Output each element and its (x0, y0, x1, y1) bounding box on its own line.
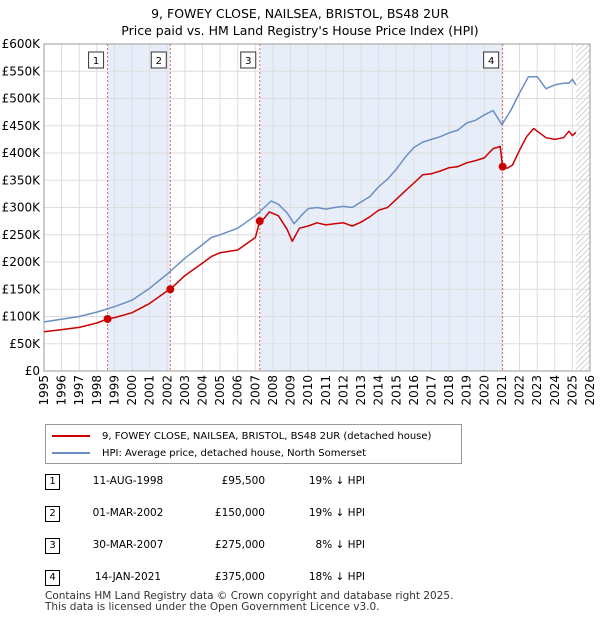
y-tick-label: £450K (2, 119, 42, 133)
x-tick-label: 2011 (319, 375, 333, 406)
x-tick-label: 1996 (55, 375, 69, 406)
legend-hpi-label: HPI: Average price, detached house, Nort… (102, 447, 367, 459)
y-tick-label: £50K (9, 337, 41, 351)
x-tick-label: 2024 (548, 375, 562, 406)
x-tick-label: 2017 (424, 375, 438, 406)
sale-number-badge: 4 (45, 570, 60, 586)
sale-date: 14-JAN-2021 (94, 571, 162, 583)
legend-property-label: 9, FOWEY CLOSE, NAILSEA, BRISTOL, BS48 2… (102, 430, 432, 442)
x-tick-label: 2000 (125, 375, 139, 406)
hpi-line (43, 75, 577, 323)
sale-row: 1 11-AUG-1998 £95,500 19% ↓ HPI (45, 474, 445, 492)
x-tick-label: 2001 (143, 375, 157, 406)
sale-number-label: 3 (245, 56, 251, 67)
x-tick-label: 2003 (178, 375, 192, 406)
sale-price: £275,000 (214, 539, 265, 551)
x-tick-label: 2013 (354, 375, 368, 406)
sale-point (166, 285, 175, 294)
sale-number-badge: 2 (45, 506, 60, 522)
sale-date: 30-MAR-2007 (92, 539, 164, 551)
x-tick-label: 1995 (37, 375, 51, 406)
sale-row: 2 01-MAR-2002 £150,000 19% ↓ HPI (45, 506, 445, 524)
y-tick-label: £0 (25, 364, 40, 378)
y-tick-label: £350K (2, 173, 42, 187)
x-tick-label: 2022 (513, 375, 527, 406)
x-tick-label: 2019 (460, 375, 474, 406)
sale-number-badge: 3 (45, 538, 60, 554)
legend-hpi-swatch (52, 452, 90, 454)
x-tick-label: 2014 (372, 375, 386, 406)
sale-date: 01-MAR-2002 (92, 507, 164, 519)
property-price-line (43, 127, 577, 333)
sale-point (103, 314, 112, 323)
x-tick-label: 2016 (407, 375, 421, 406)
x-tick-label: 2009 (284, 375, 298, 406)
x-tick-label: 2012 (336, 375, 350, 406)
x-tick-label: 1998 (90, 375, 104, 406)
plot-frame (43, 43, 591, 372)
sale-number-label: 1 (93, 56, 99, 67)
footer-copyright: Contains HM Land Registry data © Crown c… (45, 590, 454, 602)
sale-hpi-diff: 19% ↓ HPI (308, 475, 365, 487)
x-tick-label: 1999 (107, 375, 121, 406)
x-tick-label: 2002 (160, 375, 174, 406)
y-tick-label: £250K (2, 228, 42, 242)
y-tick-label: £550K (2, 64, 42, 78)
sale-number-box (240, 51, 257, 69)
x-tick-label: 2023 (530, 375, 544, 406)
x-tick-label: 2010 (301, 375, 315, 406)
sale-price: £150,000 (214, 507, 265, 519)
sale-hpi-diff: 19% ↓ HPI (308, 507, 365, 519)
sale-row: 4 14-JAN-2021 £375,000 18% ↓ HPI (45, 570, 445, 588)
sale-price: £95,500 (221, 475, 265, 487)
sale-number-label: 2 (156, 56, 162, 67)
chart-title-line2: Price paid vs. HM Land Registry's House … (121, 23, 478, 38)
x-tick-label: 2006 (231, 375, 245, 406)
x-tick-label: 1997 (72, 375, 86, 406)
x-tick-label: 2015 (389, 375, 403, 406)
legend-item-property: 9, FOWEY CLOSE, NAILSEA, BRISTOL, BS48 2… (52, 428, 431, 444)
sale-number-label: 4 (488, 56, 494, 67)
sale-number-box (150, 51, 167, 69)
chart-legend: 9, FOWEY CLOSE, NAILSEA, BRISTOL, BS48 2… (45, 424, 462, 464)
legend-property-swatch (52, 435, 90, 437)
sale-price: £375,000 (214, 571, 265, 583)
price-chart: 9, FOWEY CLOSE, NAILSEA, BRISTOL, BS48 2… (2, 6, 597, 406)
sale-point (498, 162, 507, 171)
y-tick-label: £200K (2, 255, 42, 269)
legend-item-hpi: HPI: Average price, detached house, Nort… (52, 445, 366, 461)
y-tick-label: £300K (2, 201, 42, 215)
footer-licence: This data is licensed under the Open Gov… (45, 601, 380, 613)
sale-row: 3 30-MAR-2007 £275,000 8% ↓ HPI (45, 538, 445, 556)
x-tick-label: 2018 (442, 375, 456, 406)
y-tick-label: £100K (2, 310, 42, 324)
sale-number-box (88, 51, 105, 69)
y-tick-label: £600K (2, 37, 42, 51)
x-tick-label: 2021 (495, 375, 509, 406)
sale-hpi-diff: 8% ↓ HPI (315, 539, 365, 551)
x-tick-label: 2007 (248, 375, 262, 406)
sale-number-box (483, 51, 500, 69)
x-tick-label: 2025 (565, 375, 579, 406)
chart-title-line1: 9, FOWEY CLOSE, NAILSEA, BRISTOL, BS48 2… (151, 6, 449, 21)
sale-date: 11-AUG-1998 (92, 475, 164, 487)
sale-point (255, 217, 264, 226)
footer-notice: Contains HM Land Registry data © Crown c… (45, 591, 453, 613)
x-tick-label: 2008 (266, 375, 280, 406)
x-tick-label: 2004 (196, 375, 210, 406)
y-tick-label: £400K (2, 146, 42, 160)
sale-hpi-diff: 18% ↓ HPI (308, 571, 365, 583)
x-tick-label: 2026 (583, 375, 597, 406)
y-tick-label: £150K (2, 282, 42, 296)
x-tick-label: 2005 (213, 375, 227, 406)
x-tick-label: 2020 (477, 375, 491, 406)
y-tick-label: £500K (2, 92, 42, 106)
sale-number-badge: 1 (45, 474, 60, 490)
